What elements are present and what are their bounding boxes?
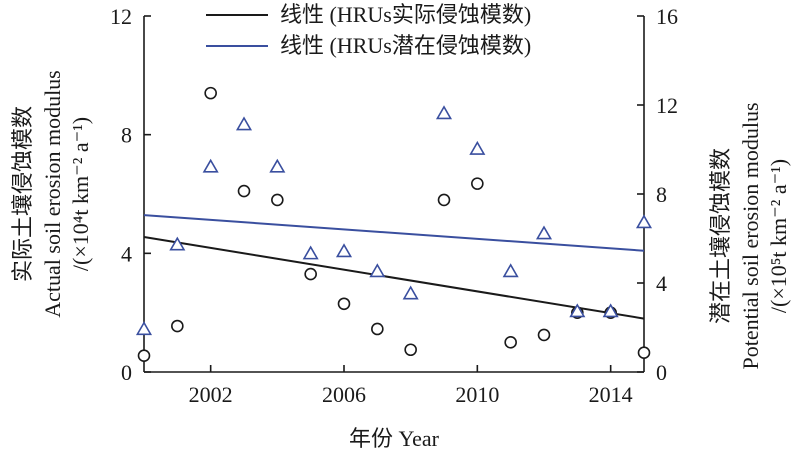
x-axis-ticks: 2002 2006 2010 2014 [189, 365, 633, 407]
potential-erosion-point [469, 140, 486, 155]
potential-erosion-point [269, 158, 286, 173]
x-tick-label: 2014 [589, 382, 633, 407]
right-axis-label-unit: /(×10⁵t km⁻² a⁻¹) [766, 159, 791, 313]
right-axis-label-en: Potential soil erosion modulus [738, 102, 763, 369]
potential-erosion-point [235, 116, 253, 131]
right-axis-label-cn: 潜在土壤侵蚀模数 [708, 148, 733, 324]
left-y-tick-label: 8 [121, 123, 132, 148]
potential-erosion-point [569, 303, 586, 318]
potential-erosion-point [435, 105, 453, 120]
left-axis-label-unit: /(×10⁴t km⁻² a⁻¹) [68, 117, 93, 271]
legend-label-potential: 线性 (HRUs潜在侵蚀模数) [280, 33, 531, 58]
x-axis-label: 年份 Year [349, 426, 440, 451]
potential-erosion-point [202, 158, 219, 173]
actual-erosion-point [437, 193, 451, 207]
actual-erosion-point [337, 297, 351, 311]
actual-erosion-point [204, 86, 217, 100]
plot-frame [143, 16, 645, 373]
potential-erosion-point [535, 225, 553, 240]
actual-erosion-point [171, 319, 184, 333]
right-y-tick-label: 0 [656, 360, 667, 385]
actual-erosion-point [371, 322, 384, 336]
left-y-axis-ticks: 0 4 8 12 [110, 4, 151, 385]
trendlines [143, 214, 645, 320]
potential-erosion-point [369, 263, 386, 278]
x-tick-label: 2002 [189, 382, 233, 407]
left-y-tick-label: 4 [121, 241, 132, 266]
left-y-tick-label: 0 [121, 360, 132, 385]
x-tick-label: 2006 [322, 382, 366, 407]
legend: 线性 (HRUs实际侵蚀模数) 线性 (HRUs潜在侵蚀模数) [206, 2, 531, 58]
right-y-tick-label: 4 [656, 271, 667, 296]
trendline-actual [143, 236, 645, 320]
x-tick-label: 2010 [455, 382, 499, 407]
potential-erosion-point [169, 236, 186, 251]
actual-erosion-point [537, 328, 551, 342]
potential-erosion-point [635, 214, 653, 229]
potential-erosion-point [335, 243, 353, 258]
legend-label-actual: 线性 (HRUs实际侵蚀模数) [280, 2, 531, 27]
data-markers [135, 86, 653, 362]
potential-erosion-point [135, 321, 153, 336]
potential-erosion-point [302, 245, 319, 260]
actual-erosion-point [471, 177, 484, 190]
potential-erosion-point [402, 285, 419, 300]
left-axis-label-en: Actual soil erosion modulus [40, 70, 65, 317]
right-y-axis-ticks: 0 4 8 12 16 [637, 4, 678, 385]
actual-erosion-point [304, 267, 317, 281]
trendline-potential [143, 214, 645, 252]
actual-erosion-point [271, 193, 284, 207]
actual-erosion-point [237, 184, 251, 198]
actual-erosion-point [137, 349, 151, 362]
actual-erosion-point [404, 343, 417, 357]
actual-erosion-point [504, 336, 517, 349]
potential-erosion-point [602, 303, 619, 318]
left-y-tick-label: 12 [110, 4, 132, 29]
left-axis-label-cn: 实际土壤侵蚀模数 [10, 106, 35, 282]
right-y-tick-label: 8 [656, 182, 667, 207]
actual-erosion-point [637, 346, 651, 360]
right-y-tick-label: 16 [656, 4, 678, 29]
potential-erosion-point [502, 263, 519, 278]
right-y-tick-label: 12 [656, 93, 678, 118]
